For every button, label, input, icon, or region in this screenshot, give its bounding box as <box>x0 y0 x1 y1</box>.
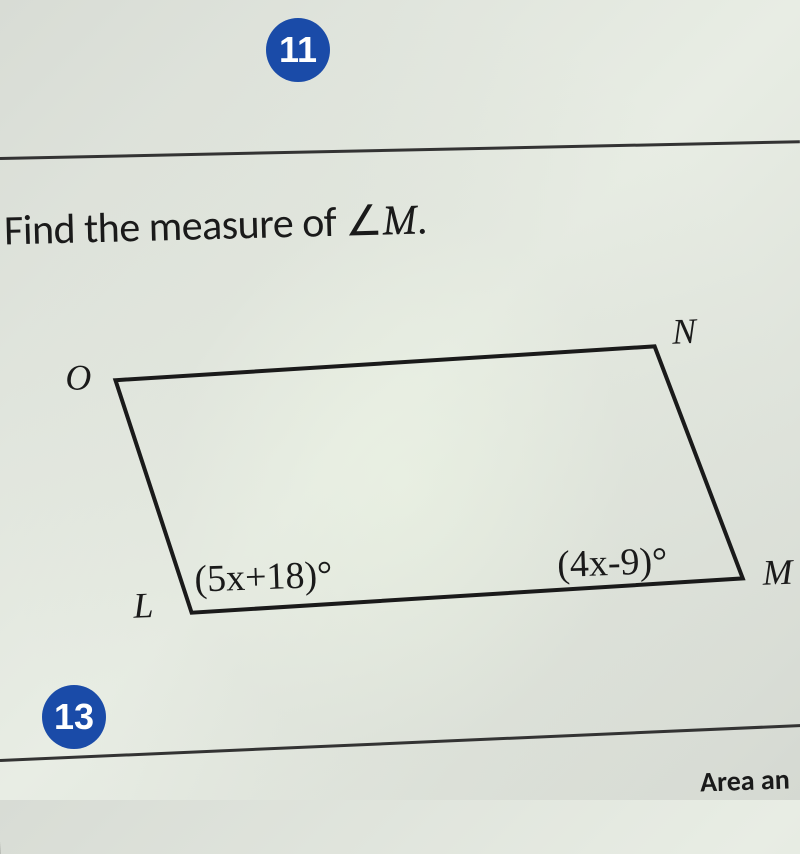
vertex-label-O: O <box>65 356 92 399</box>
badge-number: 13 <box>54 696 94 738</box>
angle-symbol: ∠ <box>344 199 382 246</box>
vertex-label-L: L <box>133 584 154 627</box>
vertex-label-N: N <box>671 310 696 353</box>
question-number-badge-13: 13 <box>42 685 106 749</box>
angle-expression-M: (4x-9)° <box>556 539 668 587</box>
prompt-suffix: . <box>416 194 427 245</box>
angle-expression-L: (5x+18)° <box>194 553 333 602</box>
parallelogram-diagram: O N L M (5x+18)° (4x-9)° <box>54 318 766 692</box>
angle-variable: M <box>382 196 418 246</box>
footer-partial-text: Area an <box>700 761 791 799</box>
vertex-label-M: M <box>762 551 793 594</box>
table-border-horizontal <box>0 140 800 160</box>
parallelogram-shape <box>54 318 765 662</box>
question-number-badge-11: 11 <box>266 18 330 82</box>
prompt-prefix: Find the measure of <box>3 197 345 257</box>
badge-number: 11 <box>279 29 317 71</box>
table-border-bottom <box>0 721 800 762</box>
question-prompt: Find the measure of ∠M. <box>3 194 427 256</box>
